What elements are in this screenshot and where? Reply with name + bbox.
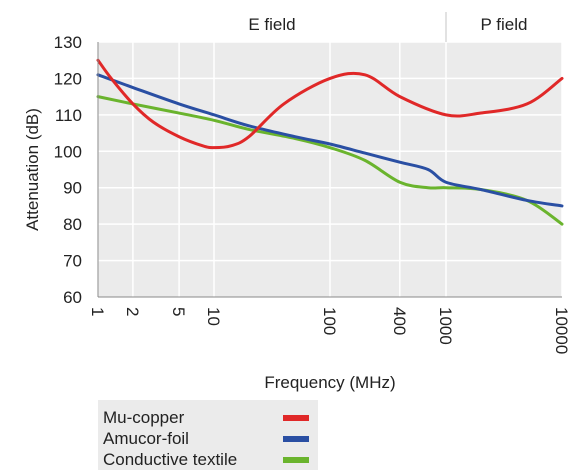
legend-label: Conductive textile: [103, 450, 237, 469]
region-label: P field: [481, 15, 528, 34]
x-tick-labels: 1 2 5 10 100 400 1000 10000: [88, 307, 571, 354]
region-label: E field: [248, 15, 295, 34]
y-tick-label: 80: [63, 215, 82, 234]
series-layer: [96, 58, 564, 226]
x-tick-label: 10: [204, 307, 223, 326]
x-tick-label: 1000: [436, 307, 455, 345]
legend-label: Amucor-foil: [103, 429, 189, 448]
legend: Mu-copper Amucor-foil Conductive textile: [98, 400, 318, 470]
y-tick-label: 130: [54, 33, 82, 52]
legend-box: [98, 400, 318, 470]
region-labels: E field P field: [248, 15, 527, 34]
legend-swatch: [283, 457, 309, 463]
x-tick-label: 10000: [552, 307, 571, 354]
y-tick-label: 120: [54, 69, 82, 88]
y-tick-label: 100: [54, 142, 82, 161]
x-tick-label: 2: [123, 307, 142, 316]
y-tick-label: 60: [63, 288, 82, 307]
axes: [97, 42, 562, 298]
y-tick-label: 90: [63, 179, 82, 198]
y-tick-label: 110: [55, 106, 82, 125]
x-tick-label: 1: [88, 307, 107, 316]
y-axis-title: Attenuation (dB): [23, 108, 42, 231]
x-tick-label: 400: [390, 307, 409, 335]
x-axis-title: Frequency (MHz): [264, 373, 395, 392]
x-tick-label: 100: [320, 307, 339, 335]
series-line-mu-copper: [96, 58, 564, 150]
legend-swatch: [283, 436, 309, 442]
series-line-amucor-foil: [96, 73, 564, 208]
x-tick-label: 5: [169, 307, 188, 316]
y-tick-label: 70: [63, 252, 82, 271]
legend-swatch: [283, 415, 309, 421]
y-tick-labels: 60 70 80 90 100 110 120 130: [54, 33, 82, 307]
legend-label: Mu-copper: [103, 408, 185, 427]
